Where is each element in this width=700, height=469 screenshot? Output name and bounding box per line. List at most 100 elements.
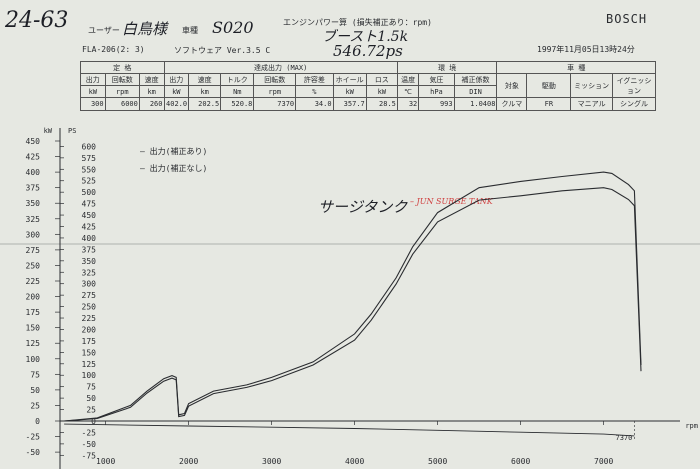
y-tick-label-ps: 75 bbox=[86, 383, 96, 392]
y-tick-label-ps: 450 bbox=[82, 211, 97, 220]
y-tick-label-kw: 50 bbox=[30, 386, 40, 395]
table-cell: 520.8 bbox=[220, 97, 255, 111]
x-tick-label: 1000 bbox=[96, 457, 115, 466]
y-tick-label-kw: -25 bbox=[26, 433, 41, 442]
y-tick-label-kw: 250 bbox=[26, 261, 41, 270]
y-tick-label-ps: 125 bbox=[82, 360, 97, 369]
x-axis-unit-rpm: rpm bbox=[685, 422, 698, 430]
y-tick-label-kw: 100 bbox=[26, 355, 41, 364]
annotation-handwritten: サージタンク bbox=[318, 198, 408, 216]
power-note: 546.72ps bbox=[333, 42, 403, 60]
y-tick-label-ps: 575 bbox=[82, 154, 97, 163]
handwritten-sheet-id: 24-63 bbox=[5, 8, 69, 33]
user-label: ユーザー bbox=[88, 26, 120, 35]
y-tick-label-ps: 250 bbox=[82, 303, 97, 312]
y-tick-label-kw: 200 bbox=[26, 293, 41, 302]
y-tick-label-ps: 475 bbox=[82, 200, 97, 209]
y-tick-label-ps: 225 bbox=[82, 314, 97, 323]
table-cell: マニアル bbox=[570, 97, 614, 111]
y-tick-label-ps: 150 bbox=[82, 348, 97, 357]
table-cell: クルマ bbox=[496, 97, 528, 111]
annotation-red: – JUN SURGE TANK bbox=[410, 197, 493, 206]
table-cell: シングル bbox=[612, 97, 656, 111]
table-cell: 993 bbox=[418, 97, 455, 111]
x-tick-label: 7000 bbox=[594, 457, 613, 466]
y-tick-label-kw: 0 bbox=[35, 417, 40, 426]
y-tick-label-kw: 75 bbox=[30, 370, 40, 379]
series-line-2 bbox=[64, 187, 642, 422]
y-tick-label-ps: 425 bbox=[82, 223, 97, 232]
y-tick-label-kw: 225 bbox=[26, 277, 41, 286]
table-cell: FR bbox=[526, 97, 572, 111]
y-tick-label-kw: 450 bbox=[26, 137, 41, 146]
model-value: S020 bbox=[212, 18, 254, 37]
y-tick-label-ps: 325 bbox=[82, 268, 97, 277]
y-tick-label-ps: 350 bbox=[82, 257, 97, 266]
col-header: 対象 bbox=[496, 73, 528, 98]
software-version: ソフトウェア Ver.3.5 C bbox=[174, 46, 271, 55]
x-tick-label: 5000 bbox=[428, 457, 447, 466]
spec-table: 定 格 達成出力 (MAX) 環 境 車 種 出力 回転数 速度 出力 速度 ト… bbox=[80, 61, 656, 111]
y-axis-unit-kw: kW bbox=[44, 127, 53, 135]
col-header: 速度 bbox=[138, 73, 165, 86]
legend-item-uncorrected: — 出力(補正なし) bbox=[140, 164, 208, 173]
x-tick-label: 6000 bbox=[511, 457, 530, 466]
table-cell: 260 bbox=[138, 97, 165, 111]
y-tick-label-ps: 175 bbox=[82, 337, 97, 346]
y-tick-label-kw: 175 bbox=[26, 308, 41, 317]
y-tick-label-ps: 500 bbox=[82, 188, 97, 197]
y-tick-label-ps: 275 bbox=[82, 291, 97, 300]
y-tick-label-ps: 375 bbox=[82, 245, 97, 254]
device-model: FLA-206(2: 3) bbox=[82, 45, 145, 54]
y-tick-label-ps: 550 bbox=[82, 165, 97, 174]
y-tick-label-kw: 425 bbox=[26, 153, 41, 162]
y-tick-label-ps: 100 bbox=[82, 371, 97, 380]
model-label: 車種 bbox=[182, 26, 198, 35]
y-tick-label-kw: 350 bbox=[26, 199, 41, 208]
y-tick-label-ps: 0 bbox=[91, 417, 96, 426]
y-tick-label-kw: 325 bbox=[26, 215, 41, 224]
col-header: トルク bbox=[220, 73, 255, 86]
series-line-1 bbox=[64, 171, 642, 422]
x-tick-label: 3000 bbox=[262, 457, 281, 466]
table-cell: 32 bbox=[396, 97, 420, 111]
y-tick-label-ps: 400 bbox=[82, 234, 97, 243]
y-tick-label-kw: 275 bbox=[26, 246, 41, 255]
y-tick-label-kw: 375 bbox=[26, 184, 41, 193]
y-tick-label-ps: 50 bbox=[86, 394, 96, 403]
legend-label: 出力(補正なし) bbox=[149, 164, 208, 173]
user-name: 白鳥様 bbox=[122, 20, 168, 38]
y-tick-label-kw: 125 bbox=[26, 339, 41, 348]
peak-rpm-label: 7370 bbox=[615, 434, 632, 442]
y-tick-label-kw: 150 bbox=[26, 324, 41, 333]
y-tick-label-ps: 25 bbox=[86, 406, 96, 415]
table-cell: 6000 bbox=[104, 97, 140, 111]
x-tick-label: 2000 bbox=[179, 457, 198, 466]
y-tick-label-ps: -75 bbox=[82, 451, 97, 460]
col-header: 駆動 bbox=[526, 73, 572, 98]
y-tick-label-ps: 200 bbox=[82, 325, 97, 334]
y-tick-label-ps: 600 bbox=[82, 142, 97, 151]
y-tick-label-ps: -25 bbox=[82, 428, 97, 437]
y-tick-label-kw: 25 bbox=[30, 401, 40, 410]
y-tick-label-kw: 300 bbox=[26, 230, 41, 239]
boost-note: ブースト1.5k bbox=[322, 29, 409, 45]
y-tick-label-ps: -50 bbox=[82, 440, 97, 449]
legend-label: 出力(補正あり) bbox=[149, 147, 208, 156]
report-title: エンジンパワー算 (損失補正あり：rpm) bbox=[283, 18, 432, 27]
y-tick-label-ps: 300 bbox=[82, 280, 97, 289]
col-header: ミッション bbox=[570, 73, 614, 98]
test-date: 1997年11月05日13時24分 bbox=[537, 45, 635, 54]
brand-logo: BOSCH bbox=[606, 12, 648, 26]
table-cell: 357.7 bbox=[332, 97, 367, 111]
legend-item-corrected: — 出力(補正あり) bbox=[140, 147, 208, 156]
y-tick-label-kw: -50 bbox=[26, 448, 41, 457]
y-tick-label-kw: 400 bbox=[26, 168, 41, 177]
y-axis-unit-ps: PS bbox=[68, 127, 76, 135]
x-tick-label: 4000 bbox=[345, 457, 364, 466]
table-cell: 402.0 bbox=[163, 97, 190, 111]
y-tick-label-ps: 525 bbox=[82, 177, 97, 186]
col-header: イグニッション bbox=[612, 73, 656, 98]
series-line-3 bbox=[64, 423, 635, 437]
